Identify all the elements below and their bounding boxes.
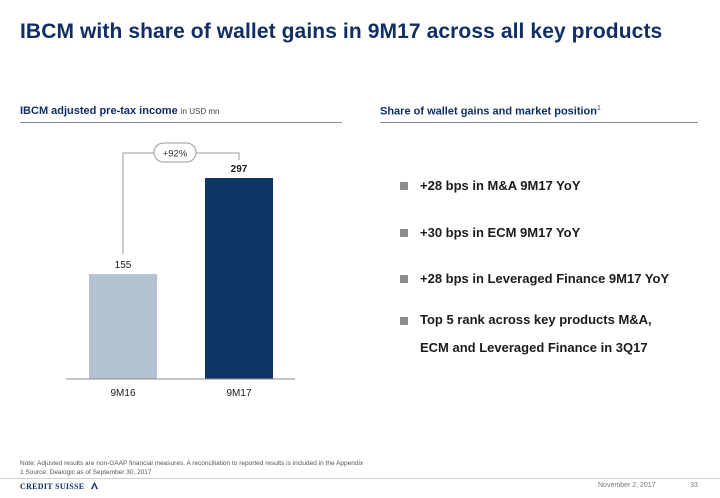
bullets-heading: Share of wallet gains and market positio…: [380, 105, 601, 118]
category-label: 9M16: [110, 388, 135, 399]
income-bar-chart: 155 9M16 297 9M17 +92%: [66, 142, 295, 399]
bullet-square-icon: [400, 275, 408, 283]
bullets-heading-text: Share of wallet gains and market positio…: [380, 105, 597, 118]
footnote-marker: 1: [597, 105, 601, 112]
bullet-text: +30 bps in ECM 9M17 YoY: [420, 225, 581, 240]
bar-9m16: [89, 274, 157, 379]
credit-suisse-logo: CREDIT SUISSE: [20, 481, 99, 491]
bullet-text: +28 bps in M&A 9M17 YoY: [420, 178, 581, 193]
growth-label: +92%: [163, 149, 188, 160]
bullet-text-line: ECM and Leveraged Finance in 3Q17: [420, 340, 648, 355]
footer-divider: [0, 478, 720, 479]
bullet-text-line: Top 5 rank across key products M&A,: [420, 312, 652, 327]
bullet-square-icon: [400, 182, 408, 190]
footnote-note: Note: Adjusted results are non-GAAP fina…: [20, 460, 364, 467]
logo-text: CREDIT SUISSE: [20, 482, 85, 491]
bar-value-label: 155: [115, 260, 132, 271]
footer-date: November 2, 2017: [598, 482, 656, 489]
divider-right: [380, 122, 698, 123]
growth-bubble: [153, 142, 197, 163]
footnote-source: 1 Source: Dealogic as of September 30, 2…: [20, 469, 152, 476]
divider-left: [20, 122, 342, 123]
bar-9m17: [205, 178, 273, 379]
footnotes: Note: Adjusted results are non-GAAP fina…: [20, 459, 363, 477]
page-title: IBCM with share of wallet gains in 9M17 …: [20, 20, 663, 43]
bullet-text-multiline: Top 5 rank across key products M&A, ECM a…: [420, 306, 652, 362]
bullet-square-icon: [400, 317, 408, 325]
chart-heading-text: IBCM adjusted pre-tax income: [20, 105, 178, 117]
sail-icon: [90, 481, 98, 490]
bullet-text: +28 bps in Leveraged Finance 9M17 YoY: [420, 271, 670, 286]
chart-unit: in USD mn: [180, 107, 220, 116]
category-label: 9M17: [226, 388, 251, 399]
chart-heading: IBCM adjusted pre-tax income in USD mn: [20, 105, 219, 117]
page-number: 33: [690, 482, 698, 489]
bar-value-label: 297: [231, 164, 248, 175]
bullet-square-icon: [400, 229, 408, 237]
